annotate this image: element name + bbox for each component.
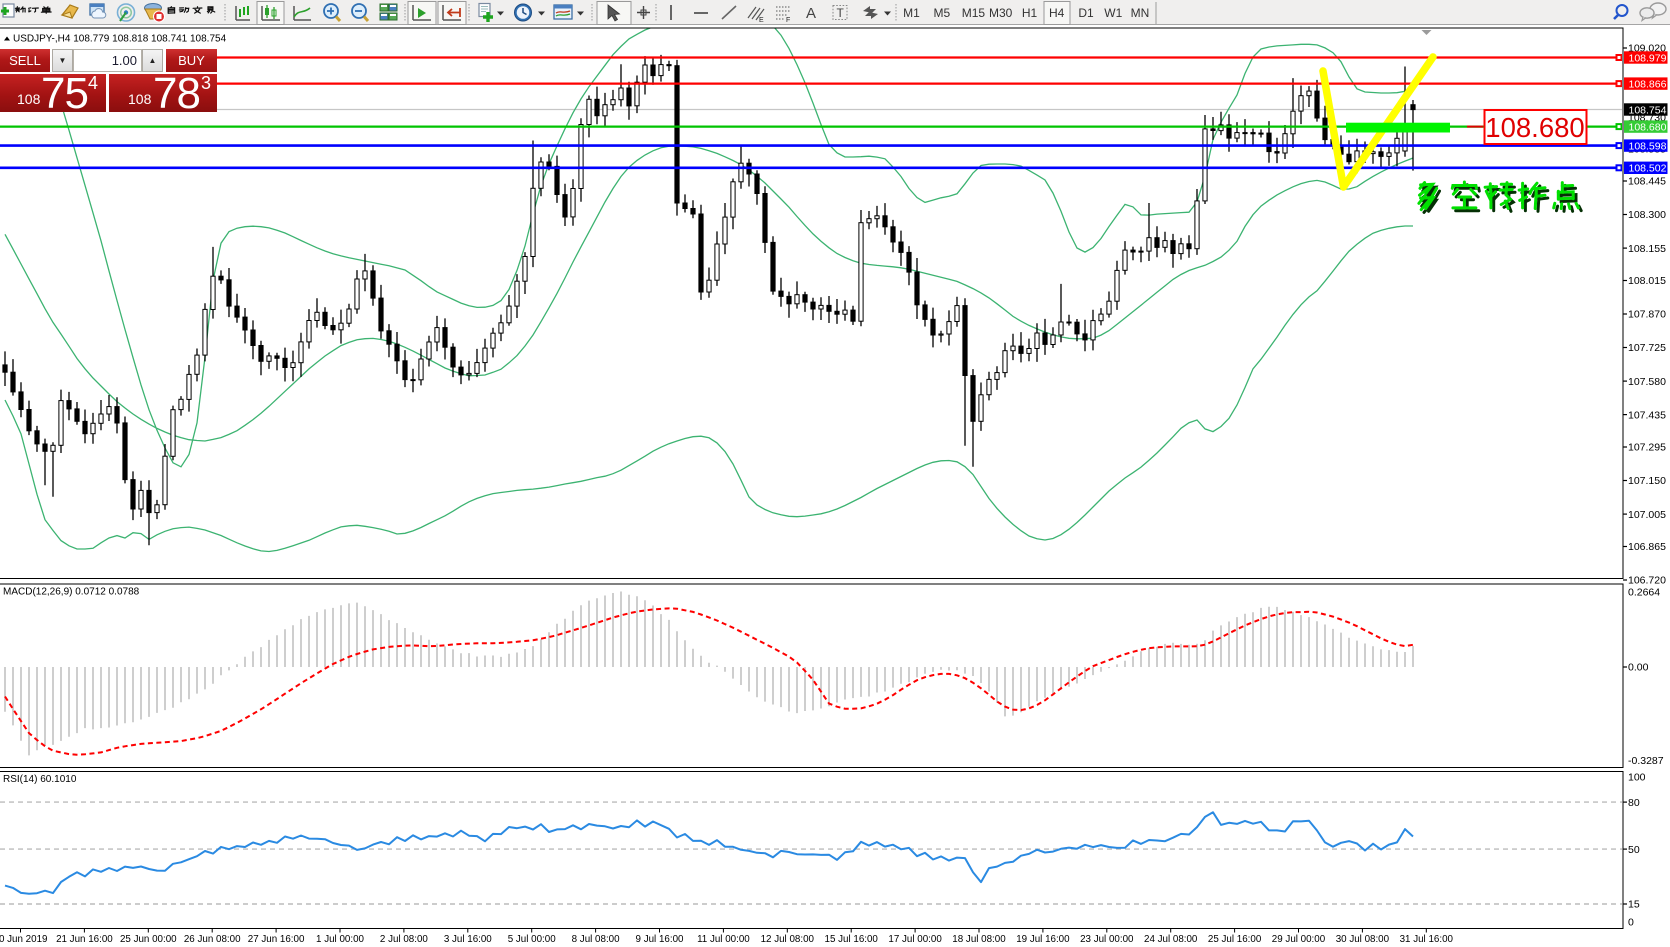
svg-text:9 Jul 16:00: 9 Jul 16:00: [636, 934, 684, 945]
svg-text:108.680: 108.680: [1485, 112, 1584, 143]
svg-text:25 Jul 16:00: 25 Jul 16:00: [1208, 934, 1262, 945]
svg-text:31 Jul 16:00: 31 Jul 16:00: [1400, 934, 1454, 945]
svg-text:27 Jun 16:00: 27 Jun 16:00: [248, 934, 305, 945]
svg-text:100: 100: [1628, 772, 1646, 784]
svg-text:H1: H1: [1022, 6, 1038, 20]
svg-text:E: E: [759, 17, 764, 24]
svg-text:M15: M15: [962, 6, 986, 20]
svg-text:2 Jul 08:00: 2 Jul 08:00: [380, 934, 428, 945]
svg-text:106.720: 106.720: [1628, 575, 1666, 587]
svg-text:M1: M1: [903, 6, 920, 20]
svg-text:M5: M5: [933, 6, 950, 20]
svg-text:23 Jul 00:00: 23 Jul 00:00: [1080, 934, 1134, 945]
svg-text:108.155: 108.155: [1628, 243, 1666, 255]
svg-text:21 Jun 16:00: 21 Jun 16:00: [56, 934, 113, 945]
svg-text:15 Jul 16:00: 15 Jul 16:00: [825, 934, 879, 945]
svg-text:108.015: 108.015: [1628, 275, 1666, 287]
svg-text:5 Jul 00:00: 5 Jul 00:00: [508, 934, 556, 945]
svg-text:108.866: 108.866: [1629, 79, 1667, 91]
svg-text:26 Jun 08:00: 26 Jun 08:00: [184, 934, 241, 945]
svg-text:M30: M30: [989, 6, 1013, 20]
svg-text:107.870: 107.870: [1628, 309, 1666, 321]
svg-text:0: 0: [1628, 917, 1634, 929]
svg-text:F: F: [786, 17, 790, 24]
svg-text:108.502: 108.502: [1629, 163, 1667, 175]
svg-text:107.295: 107.295: [1628, 442, 1666, 454]
svg-text:12 Jul 08:00: 12 Jul 08:00: [761, 934, 815, 945]
svg-text:-0.3287: -0.3287: [1628, 755, 1664, 767]
svg-text:108.445: 108.445: [1628, 176, 1666, 188]
svg-text:USDJPY-,H4 108.779 108.818 10: USDJPY-,H4 108.779 108.818 108.741 108.7…: [13, 34, 227, 45]
svg-text:19 Jul 16:00: 19 Jul 16:00: [1016, 934, 1070, 945]
svg-text:20 Jun 2019: 20 Jun 2019: [0, 934, 47, 945]
svg-text:24 Jul 08:00: 24 Jul 08:00: [1144, 934, 1198, 945]
svg-text:29 Jul 00:00: 29 Jul 00:00: [1272, 934, 1326, 945]
svg-text:80: 80: [1628, 797, 1640, 809]
svg-text:106.865: 106.865: [1628, 541, 1666, 553]
svg-text:18 Jul 08:00: 18 Jul 08:00: [952, 934, 1006, 945]
svg-text:107.580: 107.580: [1628, 376, 1666, 388]
svg-text:107.005: 107.005: [1628, 509, 1666, 521]
svg-text:15: 15: [1628, 899, 1640, 911]
svg-text:25 Jun 00:00: 25 Jun 00:00: [120, 934, 177, 945]
svg-text:108.680: 108.680: [1629, 122, 1667, 134]
svg-text:D1: D1: [1078, 6, 1094, 20]
svg-text:108.300: 108.300: [1628, 209, 1666, 221]
svg-text:MACD(12,26,9) 0.0712 0.0788: MACD(12,26,9) 0.0712 0.0788: [3, 587, 140, 598]
svg-text:108.754: 108.754: [1629, 104, 1667, 116]
svg-text:8 Jul 08:00: 8 Jul 08:00: [572, 934, 620, 945]
svg-text:50: 50: [1628, 844, 1640, 856]
svg-text:108.979: 108.979: [1629, 52, 1667, 64]
svg-text:T: T: [837, 6, 845, 20]
svg-text:30 Jul 08:00: 30 Jul 08:00: [1336, 934, 1390, 945]
svg-text:MN: MN: [1131, 6, 1150, 20]
svg-text:0.00: 0.00: [1628, 662, 1649, 674]
svg-text:A: A: [806, 5, 816, 22]
svg-text:17 Jul 00:00: 17 Jul 00:00: [888, 934, 942, 945]
svg-text:3 Jul 16:00: 3 Jul 16:00: [444, 934, 492, 945]
svg-text:RSI(14) 60.1010: RSI(14) 60.1010: [3, 774, 77, 785]
svg-text:11 Jul 00:00: 11 Jul 00:00: [697, 934, 750, 945]
svg-text:W1: W1: [1104, 6, 1122, 20]
svg-text:107.435: 107.435: [1628, 409, 1666, 421]
svg-text:H4: H4: [1049, 6, 1065, 20]
svg-text:108.598: 108.598: [1629, 141, 1667, 153]
svg-text:0.2664: 0.2664: [1628, 587, 1660, 599]
svg-text:107.150: 107.150: [1628, 475, 1666, 487]
svg-text:1 Jul 00:00: 1 Jul 00:00: [316, 934, 364, 945]
svg-text:107.725: 107.725: [1628, 342, 1666, 354]
